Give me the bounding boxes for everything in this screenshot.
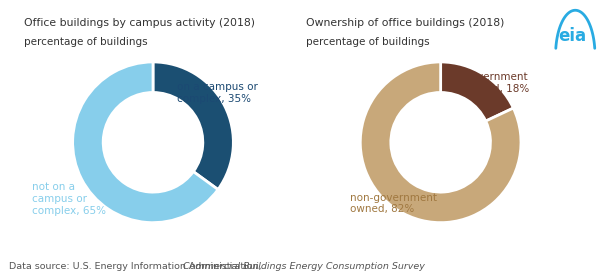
Text: Office buildings by campus activity (2018): Office buildings by campus activity (201… [24,18,255,28]
Wedge shape [441,62,513,121]
Text: non-government
owned, 82%: non-government owned, 82% [350,193,437,214]
Text: government
owned, 18%: government owned, 18% [465,72,529,93]
Text: Commercial Buildings Energy Consumption Survey: Commercial Buildings Energy Consumption … [183,262,425,271]
Text: eia: eia [558,27,586,45]
Text: not on a
campus or
complex, 65%: not on a campus or complex, 65% [32,182,106,216]
Text: percentage of buildings: percentage of buildings [24,37,148,47]
Wedge shape [360,62,521,223]
Text: Data source: U.S. Energy Information Administration,: Data source: U.S. Energy Information Adm… [9,262,264,271]
Wedge shape [73,62,218,223]
Text: percentage of buildings: percentage of buildings [306,37,430,47]
Wedge shape [153,62,233,189]
Text: on a campus or
complex, 35%: on a campus or complex, 35% [177,82,258,104]
Text: Ownership of office buildings (2018): Ownership of office buildings (2018) [306,18,504,28]
